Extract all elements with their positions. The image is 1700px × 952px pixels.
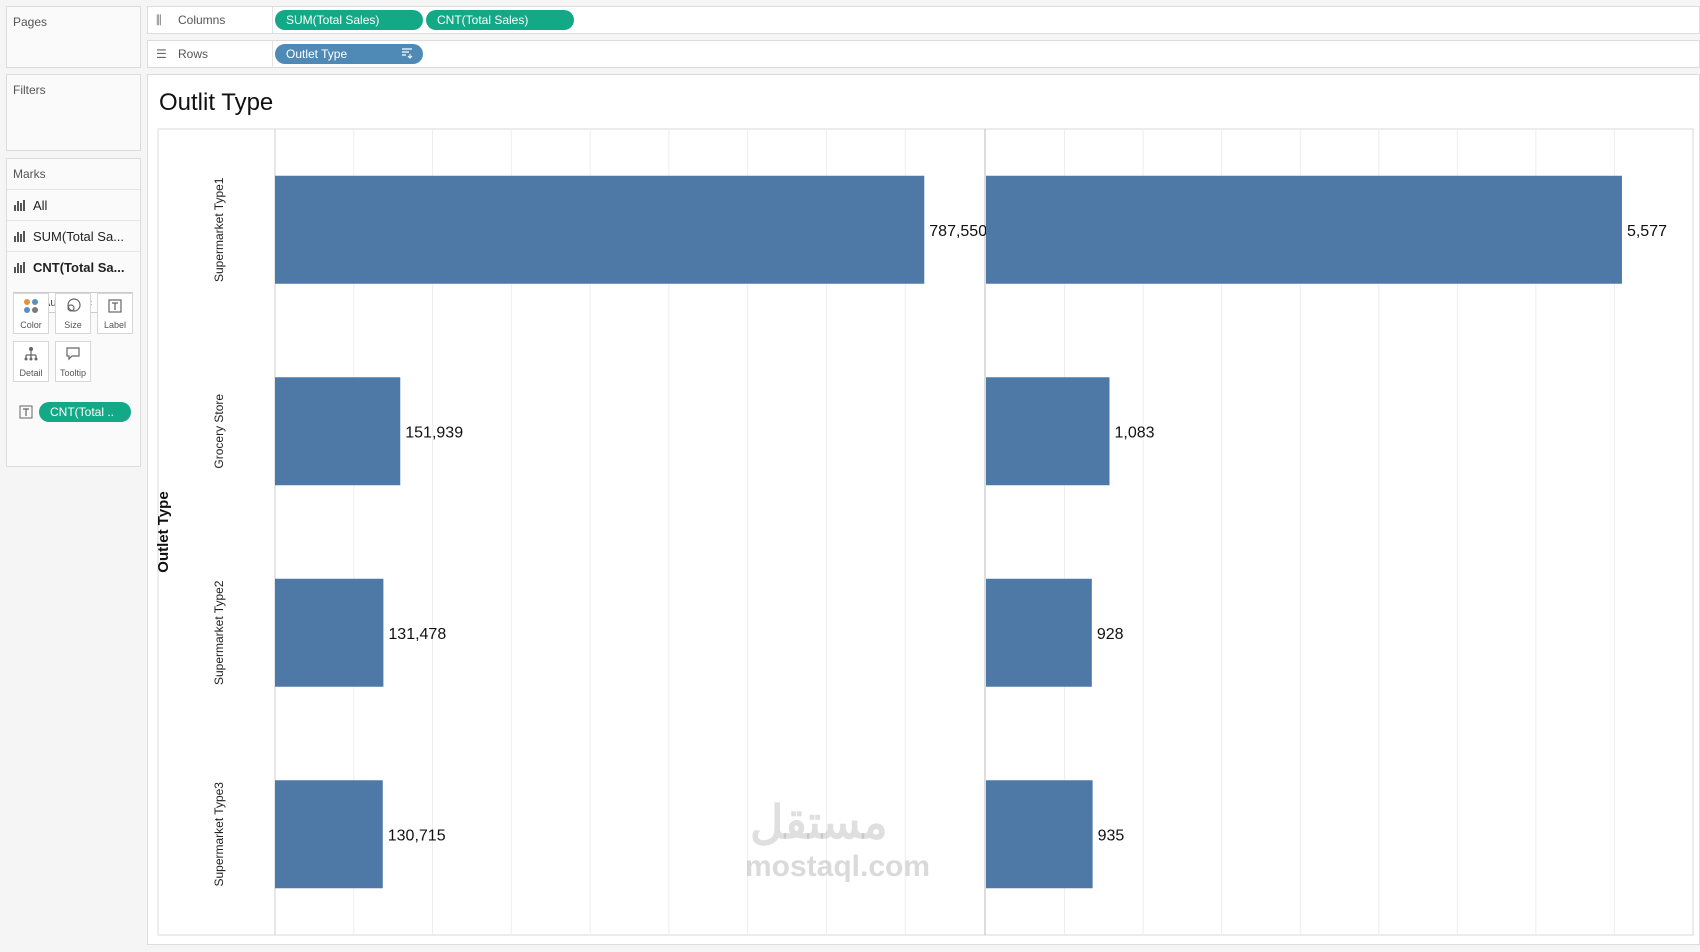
tooltip-button[interactable]: Tooltip xyxy=(55,341,91,382)
watermark-arabic: مستقل xyxy=(750,796,888,848)
bar-chart-icon xyxy=(14,199,26,211)
label-label: Label xyxy=(103,320,127,330)
data-label: 5,577 xyxy=(1627,223,1667,240)
worksheet: Outlit Type Outlet Type Supermarket Type1… xyxy=(147,74,1700,945)
label-icon xyxy=(98,298,132,320)
columns-pill-sum[interactable]: SUM(Total Sales) xyxy=(275,10,423,30)
size-label: Size xyxy=(64,320,82,330)
watermark-latin: mostaql.com xyxy=(745,850,931,883)
bar-chart-icon xyxy=(14,230,26,242)
tooltip-icon xyxy=(56,346,90,368)
category-label: Supermarket Type2 xyxy=(212,580,226,685)
detail-icon xyxy=(14,346,48,368)
rows-pill-text: Outlet Type xyxy=(286,47,348,61)
marks-layer-all[interactable]: All xyxy=(7,189,140,220)
columns-shelf[interactable]: ⫼ Columns SUM(Total Sales) CNT(Total Sal… xyxy=(147,6,1700,34)
bar-chart: Outlet Type Supermarket Type1 Grocery Stor… xyxy=(155,128,1694,936)
data-label: 151,939 xyxy=(405,424,463,441)
bar xyxy=(275,578,384,687)
size-icon xyxy=(56,298,90,320)
marks-layer-label: All xyxy=(33,197,48,213)
data-label: 130,715 xyxy=(388,827,446,844)
detail-button[interactable]: Detail xyxy=(13,341,49,382)
label-field-pill[interactable]: CNT(Total .. xyxy=(39,402,131,422)
marks-layer-sum[interactable]: SUM(Total Sa... xyxy=(7,220,140,251)
sheet-title: Outlit Type xyxy=(159,89,274,116)
bar xyxy=(275,780,383,889)
filters-panel[interactable]: Filters xyxy=(6,74,141,151)
rows-shelf-label: ☰ Rows xyxy=(148,41,273,67)
bar xyxy=(986,175,1622,284)
columns-pill-text: CNT(Total Sales) xyxy=(437,13,529,27)
columns-label: Columns xyxy=(178,13,226,27)
columns-pill-text: SUM(Total Sales) xyxy=(286,13,380,27)
bar xyxy=(986,578,1092,687)
bar xyxy=(986,780,1093,889)
detail-label: Detail xyxy=(19,368,43,378)
text-label-icon xyxy=(19,405,33,419)
columns-pill-cnt[interactable]: CNT(Total Sales) xyxy=(426,10,574,30)
rows-icon: ☰ xyxy=(156,47,167,61)
data-label: 928 xyxy=(1097,626,1124,643)
data-label: 1,083 xyxy=(1114,424,1154,441)
data-label: 787,550 xyxy=(929,223,987,240)
bar xyxy=(275,175,925,284)
row-header-title: Outlet Type xyxy=(155,491,172,572)
marks-title: Marks xyxy=(13,167,46,181)
label-button[interactable]: Label xyxy=(97,293,133,334)
bar xyxy=(275,377,401,486)
category-label: Supermarket Type3 xyxy=(212,782,226,887)
chart-frame xyxy=(157,128,1694,936)
marks-layer-cnt[interactable]: CNT(Total Sa... xyxy=(7,251,140,282)
category-label: Grocery Store xyxy=(212,394,226,469)
bar-chart-icon xyxy=(14,261,26,273)
data-label: 935 xyxy=(1098,827,1125,844)
data-label: 131,478 xyxy=(388,626,446,643)
marks-layer-label: CNT(Total Sa... xyxy=(33,259,125,275)
pages-title: Pages xyxy=(13,15,48,29)
columns-shelf-label: ⫼ Columns xyxy=(148,7,273,33)
color-icon xyxy=(14,298,48,320)
category-label: Supermarket Type1 xyxy=(212,177,226,282)
color-button[interactable]: Color xyxy=(13,293,49,334)
tooltip-label: Tooltip xyxy=(59,368,86,378)
columns-icon: ⫼ xyxy=(156,12,162,27)
pages-panel[interactable]: Pages xyxy=(6,6,141,68)
sort-icon xyxy=(401,47,413,62)
marks-layer-label: SUM(Total Sa... xyxy=(33,228,125,244)
rows-pill-outlet-type[interactable]: Outlet Type xyxy=(275,44,423,64)
size-button[interactable]: Size xyxy=(55,293,91,334)
filters-title: Filters xyxy=(13,83,46,97)
color-label: Color xyxy=(20,320,42,330)
rows-shelf[interactable]: ☰ Rows Outlet Type xyxy=(147,40,1700,68)
marks-panel: Marks All SUM(Total Sa... CNT(Total Sa..… xyxy=(6,158,141,467)
rows-label: Rows xyxy=(178,47,209,61)
bar xyxy=(986,377,1110,486)
label-field-pill-text: CNT(Total .. xyxy=(50,405,115,419)
